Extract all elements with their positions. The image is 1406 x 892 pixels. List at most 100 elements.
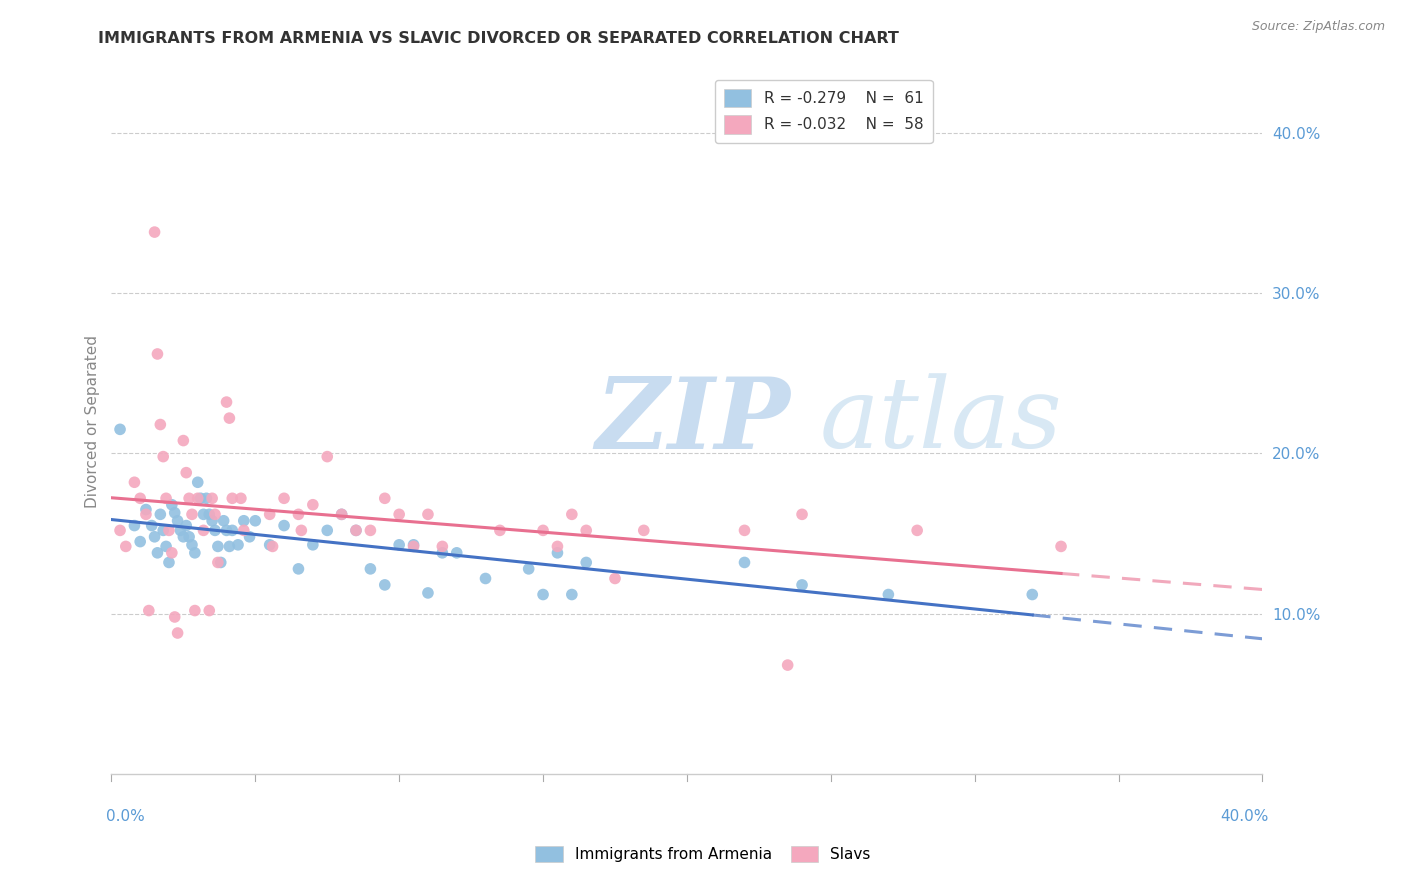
Point [416,508,439,522]
Point [169,524,191,538]
Point [129,491,152,506]
Point [149,417,172,432]
Point [184,603,207,617]
Point [259,508,281,522]
Point [215,524,238,538]
Point [302,538,325,552]
Point [432,546,454,560]
Point [212,514,235,528]
Point [193,524,215,538]
Point [259,538,281,552]
Point [166,626,188,640]
Point [160,546,183,560]
Point [316,524,339,538]
Point [776,658,799,673]
Point [531,524,554,538]
Point [561,588,583,602]
Point [226,538,249,552]
Point [141,518,163,533]
Point [146,546,169,560]
Point [143,530,166,544]
Text: Source: ZipAtlas.com: Source: ZipAtlas.com [1251,20,1385,33]
Point [273,518,295,533]
Point [143,225,166,239]
Point [290,524,312,538]
Point [359,562,381,576]
Y-axis label: Divorced or Separated: Divorced or Separated [86,334,100,508]
Point [546,546,568,560]
Point [238,530,260,544]
Point [209,556,232,570]
Point [330,508,353,522]
Point [172,530,194,544]
Point [273,491,295,506]
Point [174,466,197,480]
Point [204,524,226,538]
Point [905,524,928,538]
Point [262,540,284,554]
Point [179,530,201,544]
Point [374,578,396,592]
Point [187,475,209,490]
Point [388,508,411,522]
Point [575,556,598,570]
Text: 40.0%: 40.0% [1220,809,1268,824]
Point [446,546,468,560]
Point [344,524,367,538]
Point [201,491,224,506]
Point [432,540,454,554]
Point [190,491,212,506]
Point [734,556,756,570]
Point [330,508,353,522]
Point [603,572,626,586]
Point [877,588,900,602]
Point [218,411,240,425]
Point [129,534,152,549]
Point [195,491,218,506]
Text: ZIP: ZIP [595,373,790,469]
Point [388,538,411,552]
Point [166,514,188,528]
Point [344,524,367,538]
Point [108,422,131,436]
Point [174,518,197,533]
Point [316,450,339,464]
Point [135,508,157,522]
Point [531,588,554,602]
Point [184,546,207,560]
Point [198,508,221,522]
Point [187,491,209,506]
Point [193,508,215,522]
Point [287,508,309,522]
Point [204,508,226,522]
Point [135,502,157,516]
Point [1021,588,1043,602]
Legend: R = -0.279    N =  61, R = -0.032    N =  58: R = -0.279 N = 61, R = -0.032 N = 58 [714,79,932,143]
Point [287,562,309,576]
Point [215,395,238,409]
Point [149,508,172,522]
Point [172,434,194,448]
Point [790,578,813,592]
Point [229,491,252,506]
Point [517,562,540,576]
Point [160,498,183,512]
Point [359,524,381,538]
Point [181,538,204,552]
Point [157,524,180,538]
Point [146,347,169,361]
Point [489,524,512,538]
Point [198,603,221,617]
Point [201,514,224,528]
Point [302,498,325,512]
Point [207,556,229,570]
Point [734,524,756,538]
Point [218,540,240,554]
Point [114,540,136,554]
Point [232,514,254,528]
Point [157,556,180,570]
Point [416,586,439,600]
Point [1050,540,1073,554]
Legend: Immigrants from Armenia, Slavs: Immigrants from Armenia, Slavs [529,839,877,868]
Point [221,491,243,506]
